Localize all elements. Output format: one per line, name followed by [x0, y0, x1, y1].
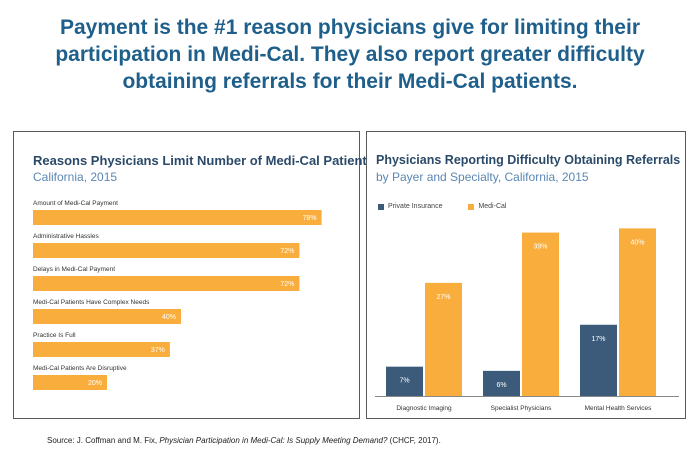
reasons-chart: Amount of Medi-Cal Payment 78% Administrat… [33, 200, 322, 390]
bar-category-label: Specialist Physicians [491, 405, 552, 412]
bar-value-label: 37% [151, 347, 165, 354]
bar [33, 243, 300, 258]
bar [33, 309, 181, 324]
bar [386, 366, 423, 396]
source-citation: Source: J. Coffman and M. Fix, Physician… [47, 436, 441, 445]
reasons-chart-panel: Reasons Physicians Limit Number of Medi-… [13, 131, 374, 419]
referrals-chart-panel: Physicians Reporting Difficulty Obtainin… [366, 131, 686, 419]
bar-value-label: 39% [533, 244, 547, 251]
bar-value-label: 6% [496, 382, 506, 389]
bar-value-label: 72% [280, 281, 294, 288]
bar-value-label: 40% [162, 314, 176, 321]
reasons-chart-title: Reasons Physicians Limit Number of Medi-… [33, 153, 374, 168]
reasons-chart-subtitle: California, 2015 [33, 170, 118, 184]
bar-value-label: 78% [303, 215, 317, 222]
bar-value-label: 40% [630, 239, 644, 246]
bar-category-label: Amount of Medi-Cal Payment [33, 200, 118, 207]
legend-label: Medi-Cal [478, 203, 507, 210]
bar [425, 282, 462, 396]
source-suffix: (CHCF, 2017). [387, 436, 441, 445]
referrals-chart-subtitle: by Payer and Specialty, California, 2015 [376, 170, 589, 184]
legend-label: Private Insurance [388, 203, 443, 210]
bar-category-label: Mental Health Services [585, 405, 653, 412]
headline-line: participation in Medi-Cal. They also rep… [55, 43, 645, 66]
legend-swatch [468, 203, 475, 210]
bar-value-label: 20% [88, 380, 102, 387]
headline: Payment is the #1 reason physicians give… [10, 14, 690, 95]
bar-category-label: Diagnostic Imaging [396, 405, 452, 412]
legend-item-private-insurance: Private Insurance [378, 203, 442, 210]
bar-category-label: Practice Is Full [33, 332, 76, 339]
source-prefix: Source: J. Coffman and M. Fix, [47, 436, 160, 445]
bar [33, 210, 322, 225]
legend-item-medi-cal: Medi-Cal [468, 203, 506, 210]
headline-line: obtaining referrals for their Medi-Cal p… [122, 70, 578, 93]
bar [33, 375, 107, 390]
legend-swatch [378, 203, 384, 210]
bar-category-label: Medi-Cal Patients Are Disruptive [33, 365, 127, 372]
bar-value-label: 7% [399, 378, 409, 385]
bar [580, 324, 617, 396]
bar-value-label: 17% [591, 336, 605, 343]
bar [33, 342, 170, 357]
bar [522, 232, 559, 396]
source-title: Physician Participation in Medi-Cal: Is … [159, 436, 388, 445]
referrals-chart-title: Physicians Reporting Difficulty Obtainin… [376, 153, 681, 167]
bar [619, 228, 656, 396]
bar [483, 370, 520, 396]
bar-category-label: Administrative Hassles [33, 233, 99, 240]
bar-value-label: 27% [436, 294, 450, 301]
bar-category-label: Medi-Cal Patients Have Complex Needs [33, 299, 150, 306]
referrals-legend: Private Insurance Medi-Cal [378, 203, 530, 212]
bar-value-label: 72% [280, 248, 294, 255]
referrals-chart: 7% 27% Diagnostic Imaging 6% 39% Specialist P… [375, 228, 679, 412]
headline-line: Payment is the #1 reason physicians give… [59, 16, 640, 39]
bar-category-label: Delays in Medi-Cal Payment [33, 266, 115, 273]
bar [33, 276, 300, 291]
